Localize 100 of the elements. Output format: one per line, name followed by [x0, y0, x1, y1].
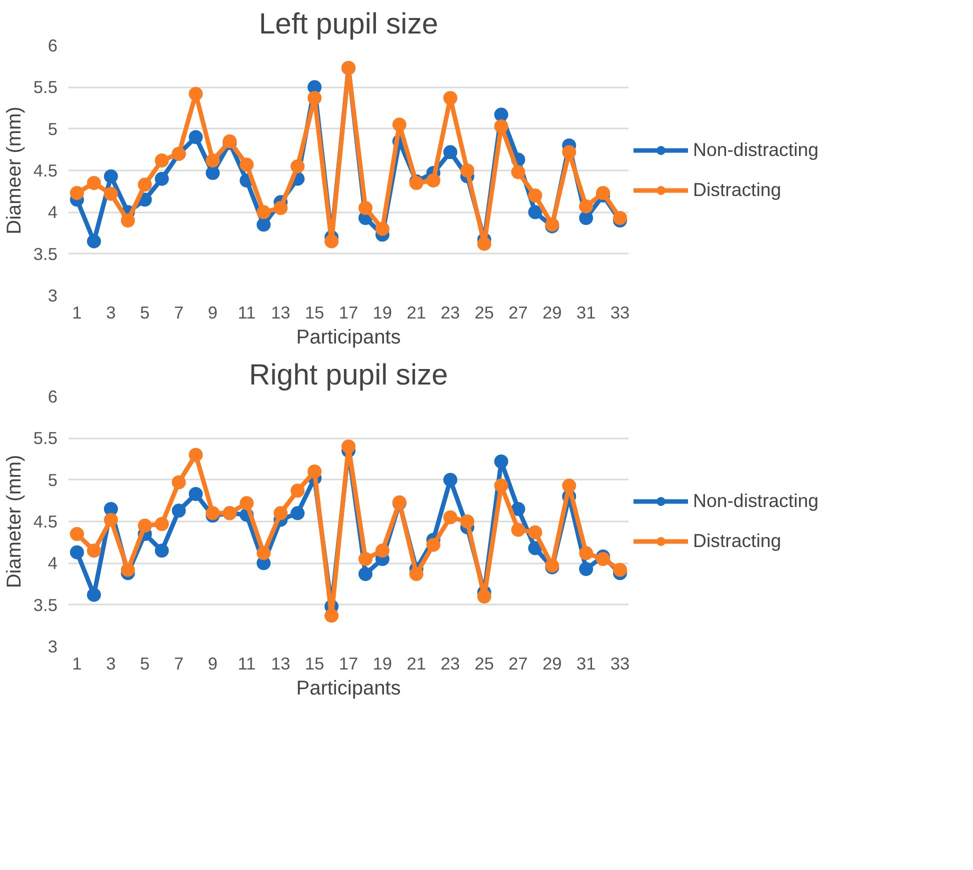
point: [477, 590, 492, 604]
point: [154, 154, 169, 168]
point: [240, 496, 254, 510]
legend-label: Non-distracting: [693, 139, 818, 161]
x-tick-label: 7: [174, 654, 184, 674]
point: [392, 118, 406, 132]
x-tick-label: 15: [304, 302, 324, 322]
y-tick-label: 3.5: [33, 244, 58, 264]
point: [86, 544, 101, 558]
point: [154, 544, 169, 558]
x-tick-label: 3: [106, 654, 116, 674]
point: [494, 478, 508, 493]
point: [290, 484, 305, 498]
x-tick-label: 21: [406, 302, 426, 322]
point: [562, 145, 576, 160]
x-tick-label: 31: [576, 302, 596, 322]
point: [86, 234, 101, 248]
point: [375, 222, 390, 236]
point: [308, 464, 322, 478]
point: [511, 165, 526, 180]
point: [443, 472, 458, 487]
point: [460, 164, 474, 178]
point: [528, 541, 542, 556]
point: [172, 504, 186, 518]
chart-title: Right pupil size: [249, 358, 448, 392]
point: [426, 174, 440, 188]
point: [562, 478, 576, 493]
point: [138, 518, 152, 533]
x-tick-label: 11: [238, 654, 256, 674]
point: [70, 545, 84, 560]
y-tick-label: 6: [48, 386, 58, 406]
x-tick-label: 5: [140, 302, 150, 322]
point: [104, 186, 118, 201]
x-tick-label: 29: [542, 654, 562, 674]
point: [154, 172, 169, 186]
point: [104, 512, 118, 527]
x-tick-label: 19: [372, 302, 392, 322]
point: [511, 522, 526, 537]
legend-label: Distracting: [693, 179, 782, 201]
x-tick-label: 17: [338, 302, 358, 322]
point: [426, 538, 440, 552]
x-tick-label: 31: [576, 654, 596, 674]
y-tick-label: 3.5: [33, 594, 58, 615]
point: [104, 169, 118, 184]
point: [188, 130, 203, 144]
point: [613, 211, 628, 225]
y-tick-label: 5.5: [33, 77, 58, 98]
x-tick-label: 21: [406, 654, 426, 674]
x-tick-label: 33: [610, 654, 630, 674]
x-tick-label: 29: [542, 302, 562, 322]
point: [528, 205, 542, 220]
point: [358, 567, 372, 581]
x-tick-label: 11: [238, 302, 256, 322]
point: [613, 562, 628, 577]
point: [70, 186, 84, 200]
point: [206, 166, 220, 180]
point: [86, 176, 101, 190]
point: [290, 506, 305, 520]
point: [70, 527, 84, 541]
x-tick-label: 25: [474, 654, 494, 674]
point: [494, 454, 508, 468]
point: [579, 546, 594, 560]
point: [477, 236, 492, 251]
point: [443, 510, 458, 524]
point: [511, 502, 526, 516]
point: [188, 86, 203, 101]
point: [494, 119, 508, 134]
point: [409, 567, 424, 581]
x-tick-label: 15: [304, 654, 324, 674]
y-tick-label: 4.5: [33, 512, 58, 532]
x-tick-label: 23: [440, 302, 460, 322]
point: [579, 199, 594, 214]
point: [324, 608, 339, 623]
point: [308, 91, 322, 105]
point: [579, 562, 594, 576]
y-tick-label: 5.5: [33, 428, 58, 448]
y-tick-label: 3: [48, 636, 58, 656]
y-axis-title: Diameter (mm): [3, 454, 26, 588]
point: [206, 506, 220, 520]
x-tick-label: 25: [474, 302, 494, 322]
x-tick-label: 9: [208, 654, 218, 674]
x-tick-label: 19: [372, 654, 392, 674]
x-axis-title: Participants: [296, 678, 401, 700]
point: [274, 506, 288, 520]
point: [443, 145, 458, 160]
x-tick-label: 5: [140, 654, 150, 674]
x-tick-label: 27: [508, 654, 528, 674]
y-tick-label: 6: [48, 36, 58, 56]
y-tick-label: 5: [48, 118, 58, 139]
point: [494, 108, 508, 122]
point: [528, 525, 542, 540]
x-tick-label: 9: [208, 302, 218, 322]
legend-label: Distracting: [693, 530, 782, 552]
x-tick-label: 13: [270, 302, 290, 322]
x-tick-label: 23: [440, 654, 460, 674]
point: [375, 544, 390, 558]
point: [460, 514, 474, 528]
point: [443, 91, 458, 105]
point: [188, 487, 203, 501]
point: [240, 158, 254, 172]
